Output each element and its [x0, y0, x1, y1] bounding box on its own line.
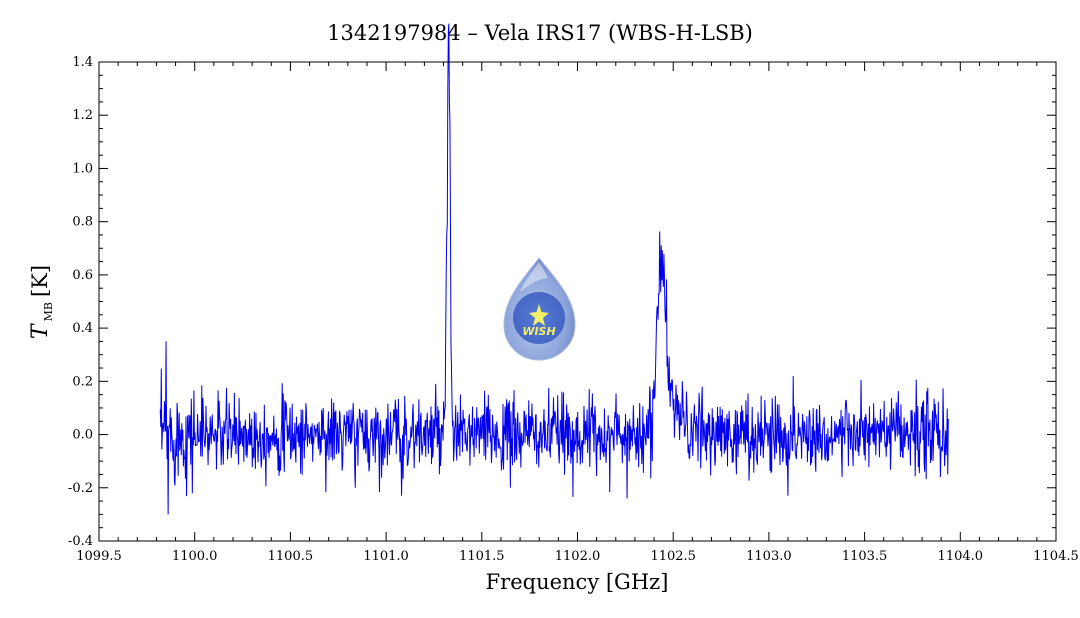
y-tick-label: 0.6 [72, 268, 93, 283]
x-tick-label: 1099.5 [76, 549, 122, 564]
x-tick-label: 1101.0 [363, 549, 409, 564]
x-axis-ticks [98, 62, 1057, 541]
y-tick-label: 0.8 [72, 215, 93, 230]
chart-title: 1342197984 – Vela IRS17 (WBS-H-LSB) [327, 21, 753, 45]
x-tick-label: 1100.0 [172, 549, 218, 564]
y-tick-label: 1.0 [72, 161, 93, 176]
x-tick-label: 1103.5 [842, 549, 888, 564]
y-axis-ticks [99, 61, 1056, 542]
y-tick-label: 1.2 [72, 108, 93, 123]
y-tick-label: -0.4 [68, 534, 93, 549]
x-tick-label: 1101.5 [459, 549, 505, 564]
y-axis-label-unit: [K] [28, 265, 52, 297]
y-axis-tick-labels: -0.4 -0.2 0.0 0.2 0.4 0.6 0.8 1.0 1.2 1.4 [68, 55, 93, 549]
y-axis-label: TMB [K] [28, 265, 55, 339]
y-tick-label: 0.2 [72, 374, 93, 389]
plot-area [159, 23, 950, 515]
y-axis-label-symbol: T [28, 322, 53, 339]
y-axis-label-subscript: MB [42, 302, 55, 321]
x-tick-label: 1102.0 [555, 549, 601, 564]
svg-text:TMB[K]: TMB [K] [28, 265, 55, 339]
y-tick-label: 1.4 [72, 55, 93, 70]
x-axis-tick-labels: 1099.5 1100.0 1100.5 1101.0 1101.5 1102.0 1102… [76, 549, 1079, 564]
y-tick-label: -0.2 [68, 481, 93, 496]
y-tick-label: 0.0 [72, 428, 93, 443]
y-tick-label: 0.4 [72, 321, 93, 336]
x-tick-label: 1104.0 [938, 549, 984, 564]
x-tick-label: 1102.5 [650, 549, 696, 564]
plot-frame [98, 61, 1057, 542]
star-icon [529, 304, 549, 326]
spectrum-line [159, 23, 950, 515]
logo-text: WISH [522, 325, 555, 338]
wish-logo: WISH [503, 257, 576, 361]
x-axis-label: Frequency [GHz] [486, 570, 669, 594]
x-tick-label: 1103.0 [746, 549, 792, 564]
x-tick-label: 1100.5 [268, 549, 314, 564]
x-tick-label: 1104.5 [1033, 549, 1079, 564]
